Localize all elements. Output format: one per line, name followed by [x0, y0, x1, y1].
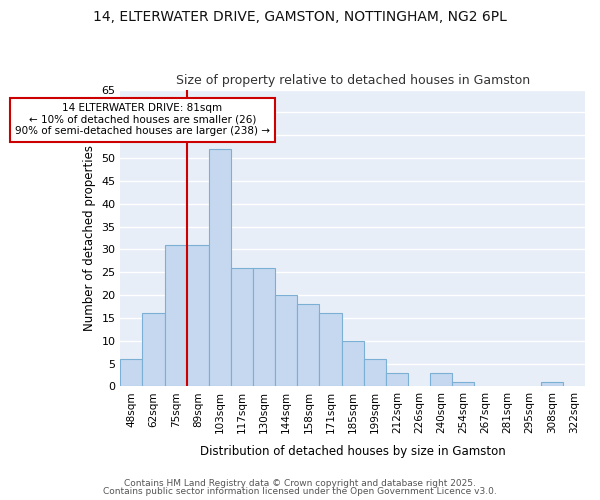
- Title: Size of property relative to detached houses in Gamston: Size of property relative to detached ho…: [176, 74, 530, 87]
- Bar: [298, 304, 319, 386]
- Bar: [164, 245, 187, 386]
- Bar: [430, 372, 452, 386]
- Text: 14, ELTERWATER DRIVE, GAMSTON, NOTTINGHAM, NG2 6PL: 14, ELTERWATER DRIVE, GAMSTON, NOTTINGHA…: [93, 10, 507, 24]
- Bar: [142, 314, 164, 386]
- Bar: [121, 359, 142, 386]
- Bar: [275, 295, 298, 386]
- Bar: [231, 268, 253, 386]
- X-axis label: Distribution of detached houses by size in Gamston: Distribution of detached houses by size …: [200, 444, 506, 458]
- Text: Contains public sector information licensed under the Open Government Licence v3: Contains public sector information licen…: [103, 487, 497, 496]
- Bar: [187, 245, 209, 386]
- Text: 14 ELTERWATER DRIVE: 81sqm
← 10% of detached houses are smaller (26)
90% of semi: 14 ELTERWATER DRIVE: 81sqm ← 10% of deta…: [15, 104, 270, 136]
- Text: Contains HM Land Registry data © Crown copyright and database right 2025.: Contains HM Land Registry data © Crown c…: [124, 478, 476, 488]
- Bar: [364, 359, 386, 386]
- Bar: [209, 149, 231, 386]
- Y-axis label: Number of detached properties: Number of detached properties: [83, 145, 96, 331]
- Bar: [341, 340, 364, 386]
- Bar: [541, 382, 563, 386]
- Bar: [386, 372, 408, 386]
- Bar: [253, 268, 275, 386]
- Bar: [452, 382, 475, 386]
- Bar: [319, 314, 341, 386]
